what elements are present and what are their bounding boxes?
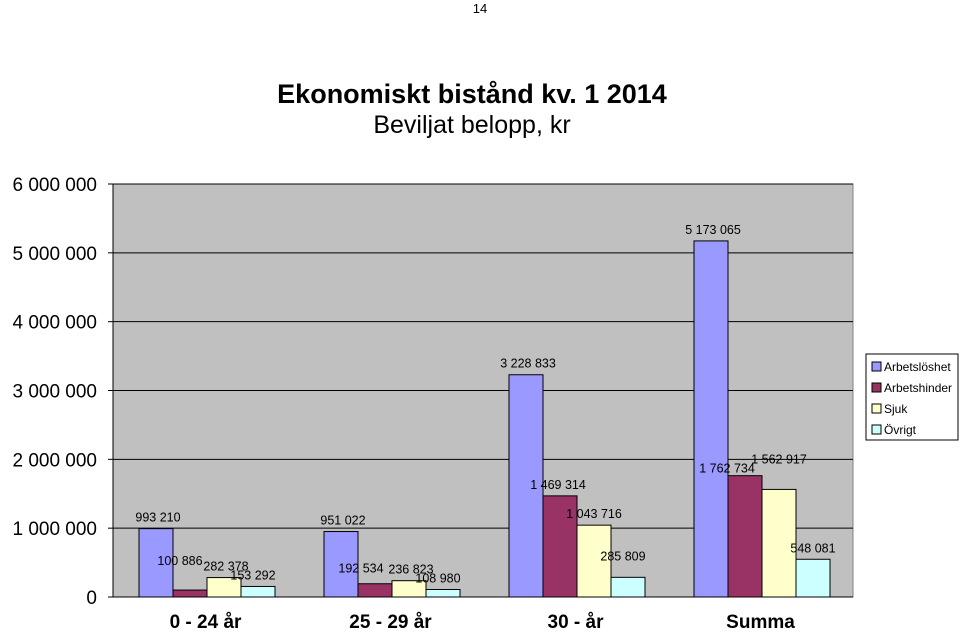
bar-arbetshinder-3 [542, 495, 578, 598]
y-tick-label: 0 [86, 588, 97, 609]
plot-area: 0 1 000 000 2 000 000 3 000 000 4 000 000 5 0… [12, 175, 854, 632]
y-tick-label: 1 000 000 [12, 519, 97, 540]
bar-arbetslöshet-4 [693, 240, 729, 598]
data-label: 153 292 [230, 568, 275, 582]
data-label: 1 562 917 [751, 452, 807, 466]
bar-övrigt-3 [610, 576, 646, 598]
x-tick-label: 25 - 29 år [349, 612, 432, 632]
data-label: 236 823 [388, 563, 433, 577]
data-label: 951 022 [320, 514, 365, 528]
bar-sjuk-4 [761, 488, 797, 598]
data-label: 285 809 [600, 549, 645, 563]
bar-arbetslöshet-1 [138, 528, 174, 598]
page-number: 14 [473, 1, 487, 16]
y-tick-label: 5 000 000 [12, 244, 97, 265]
x-tick-label: 0 - 24 år [170, 612, 242, 632]
legend-swatch [871, 382, 882, 393]
legend-label: Arbetshinder [884, 381, 952, 395]
data-label: 548 081 [790, 541, 835, 555]
data-label: 108 980 [415, 571, 460, 585]
bar-övrigt-1 [240, 585, 276, 598]
chart-title: Ekonomiskt bistånd kv. 1 2014 [277, 79, 667, 109]
data-label: 993 210 [135, 511, 180, 525]
legend-label: Övrigt [884, 423, 917, 437]
data-label: 1 469 314 [530, 478, 586, 492]
data-label: 192 534 [338, 562, 383, 576]
bar-övrigt-2 [425, 588, 461, 598]
y-tick-label: 6 000 000 [12, 175, 97, 196]
bar-arbetshinder-1 [172, 589, 208, 598]
y-tick-label: 4 000 000 [12, 313, 97, 334]
bar-sjuk-3 [576, 524, 612, 598]
y-tick-label: 2 000 000 [12, 450, 97, 471]
bar-arbetshinder-4 [727, 475, 763, 598]
bar-arbetshinder-2 [357, 583, 393, 598]
data-label: 5 173 065 [685, 223, 741, 237]
x-tick-label: 30 - år [548, 612, 605, 632]
legend-swatch [871, 361, 882, 372]
data-label: 282 378 [203, 560, 248, 574]
legend-swatch [871, 424, 882, 435]
chart-subtitle: Beviljat belopp, kr [373, 111, 570, 139]
data-label: 3 228 833 [500, 357, 556, 371]
x-tick-label: Summa [726, 612, 795, 632]
data-label: 1 043 716 [566, 507, 622, 521]
bar-övrigt-4 [795, 558, 831, 598]
data-label: 1 762 734 [699, 462, 755, 476]
bar-sjuk-2 [391, 580, 427, 598]
legend: Arbetslöshet Arbetshinder Sjuk Övrigt [865, 353, 959, 441]
legend-swatch [871, 403, 882, 414]
legend-label: Arbetslöshet [884, 360, 951, 374]
legend-label: Sjuk [884, 402, 908, 416]
bar-arbetslöshet-3 [508, 374, 544, 598]
data-label: 100 886 [157, 554, 202, 568]
y-tick-label: 3 000 000 [12, 382, 97, 403]
bar-arbetslöshet-2 [323, 531, 359, 598]
